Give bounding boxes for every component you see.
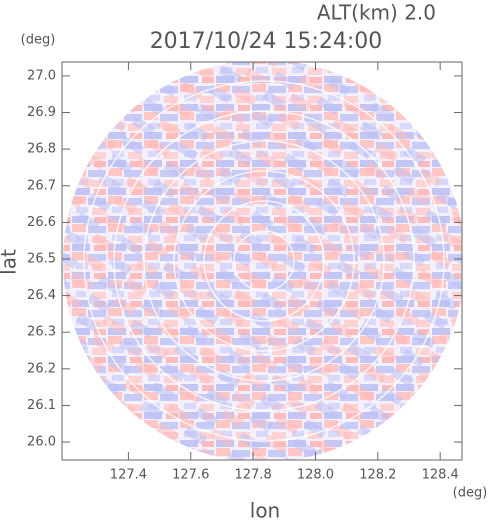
plot-frame <box>61 61 463 461</box>
y-tick-label: 26.0 <box>27 435 56 450</box>
y-unit: (deg) <box>21 33 56 48</box>
y-tick-label: 26.7 <box>27 178 56 193</box>
chart-title: 2017/10/24 15:24:00 <box>150 29 383 54</box>
x-axis-label: lon <box>250 499 280 521</box>
y-tick-label: 26.1 <box>27 398 56 413</box>
x-unit: (deg) <box>453 486 488 501</box>
x-tick-label: 127.4 <box>110 468 147 483</box>
y-tick-label: 26.3 <box>27 325 56 340</box>
x-tick-label: 128.4 <box>422 468 459 483</box>
altitude-label: ALT(km) 2.0 <box>317 1 436 25</box>
y-tick-label: 26.2 <box>27 361 56 376</box>
y-tick-label: 26.4 <box>27 288 56 303</box>
y-tick-label: 26.8 <box>27 142 56 157</box>
y-tick-label: 26.5 <box>27 251 56 266</box>
y-tick-label: 26.6 <box>27 215 56 230</box>
y-axis-label: lat <box>0 249 21 275</box>
radar-image <box>63 62 462 460</box>
y-tick-label: 26.9 <box>27 105 56 120</box>
x-tick-label: 128.2 <box>359 468 396 483</box>
range-rings <box>83 80 445 442</box>
x-tick-label: 127.8 <box>235 468 272 483</box>
radar-disk-overlay <box>63 62 462 460</box>
y-tick-label: 27.0 <box>27 68 56 83</box>
x-tick-label: 127.6 <box>172 468 209 483</box>
x-tick-label: 128.0 <box>297 468 334 483</box>
